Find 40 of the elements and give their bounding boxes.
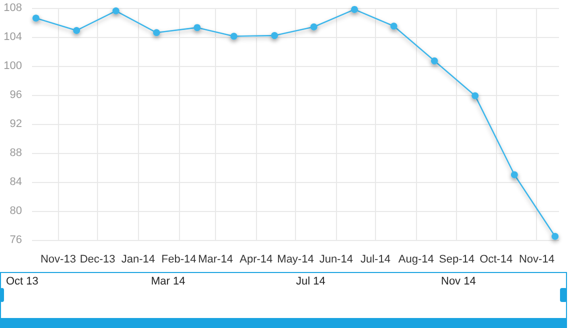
x-tick-label: Feb-14	[161, 254, 196, 266]
y-tick-label: 80	[10, 205, 22, 217]
point	[153, 29, 160, 36]
point	[271, 32, 278, 40]
point	[32, 14, 40, 22]
point	[351, 6, 358, 13]
point	[194, 24, 201, 32]
x-tick-label: Aug-14	[398, 254, 434, 266]
y-tick-label: 104	[4, 31, 22, 43]
point	[112, 7, 120, 14]
x-tick-label: Jul-14	[360, 254, 390, 266]
y-tick-label: 96	[10, 89, 22, 101]
y-tick-label: 108	[4, 2, 22, 14]
point	[552, 232, 559, 240]
x-tick-label: Dec-13	[80, 254, 116, 266]
point	[510, 171, 518, 178]
x-tick-label: Sep-14	[439, 254, 474, 266]
x-tick-label: Nov-14	[518, 254, 554, 266]
text: Oct 13	[6, 276, 38, 288]
point	[472, 92, 479, 100]
y-tick-label: 100	[4, 60, 22, 72]
x-tick-label: Nov-13	[40, 254, 76, 266]
x-tick-label: Apr-14	[240, 254, 273, 266]
point	[73, 26, 80, 34]
point	[390, 22, 398, 30]
text: Jul 14	[296, 276, 326, 288]
y-tick-label: 84	[10, 176, 22, 188]
y-tick-label: 88	[10, 147, 22, 159]
x-tick-label: Jun-14	[319, 254, 353, 266]
y-tick-label: 76	[10, 234, 22, 246]
x-tick-label: Mar-14	[198, 254, 233, 266]
y-tick-label: 92	[10, 118, 22, 130]
text: Nov 14	[441, 276, 476, 288]
text: Mar 14	[151, 276, 186, 288]
point	[310, 23, 318, 30]
point	[230, 32, 238, 40]
x-tick-label: May-14	[277, 254, 314, 266]
x-tick-label: Oct-14	[480, 254, 513, 266]
point	[430, 57, 438, 64]
x-tick-label: Jan-14	[121, 254, 156, 266]
